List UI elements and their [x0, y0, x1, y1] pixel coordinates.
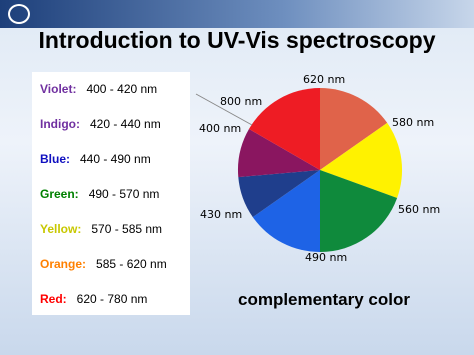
wheel-slice: [237, 129, 320, 178]
wavelength-range: 620 - 780 nm: [76, 292, 148, 306]
wavelength-range: 400 - 420 nm: [86, 82, 158, 96]
title: Introduction to UV-Vis spectroscopy: [38, 27, 436, 53]
color-name: Yellow:: [40, 222, 82, 236]
wavelength-label: 580 nm: [392, 116, 434, 129]
color-name: Orange:: [40, 257, 87, 271]
wavelength-label: 560 nm: [398, 203, 440, 216]
pointer-line: [195, 93, 253, 126]
wheel-slice: [249, 88, 320, 170]
range-row: Yellow: 570 - 585 nm: [40, 222, 162, 236]
header-bar: [0, 0, 474, 28]
color-name: Indigo:: [40, 117, 80, 131]
wheel-slice: [320, 122, 403, 198]
wheel-slice: [320, 170, 398, 252]
wavelength-label: 490 nm: [305, 251, 347, 264]
range-row: Green: 490 - 570 nm: [40, 187, 159, 201]
range-row: Violet: 400 - 420 nm: [40, 82, 157, 96]
range-row: Indigo: 420 - 440 nm: [40, 117, 161, 131]
range-row: Red: 620 - 780 nm: [40, 292, 147, 306]
color-name: Green:: [40, 187, 79, 201]
logo: [8, 4, 30, 24]
color-name: Red:: [40, 292, 67, 306]
caption: complementary color: [238, 290, 410, 309]
wheel-slice: [320, 87, 388, 170]
color-name: Violet:: [40, 82, 77, 96]
wheel-slice: [238, 170, 320, 218]
wavelength-range: 420 - 440 nm: [89, 117, 161, 131]
wavelength-label: 620 nm: [303, 73, 345, 86]
range-row: Blue: 440 - 490 nm: [40, 152, 151, 166]
wheel-slice: [252, 170, 320, 253]
wavelength-range: 585 - 620 nm: [96, 257, 167, 271]
wavelength-label: 430 nm: [200, 208, 242, 221]
color-name: Blue:: [40, 152, 70, 166]
range-list: Violet: 400 - 420 nm Indigo: 420 - 440 nm Bl…: [32, 72, 190, 315]
wavelength-label: 400 nm: [199, 122, 241, 135]
range-row: Orange: 585 - 620 nm: [40, 257, 167, 271]
wavelength-range: 440 - 490 nm: [80, 152, 151, 166]
wavelength-label: 800 nm: [220, 95, 262, 108]
wavelength-range: 490 - 570 nm: [88, 187, 160, 201]
wavelength-range: 570 - 585 nm: [91, 222, 163, 236]
